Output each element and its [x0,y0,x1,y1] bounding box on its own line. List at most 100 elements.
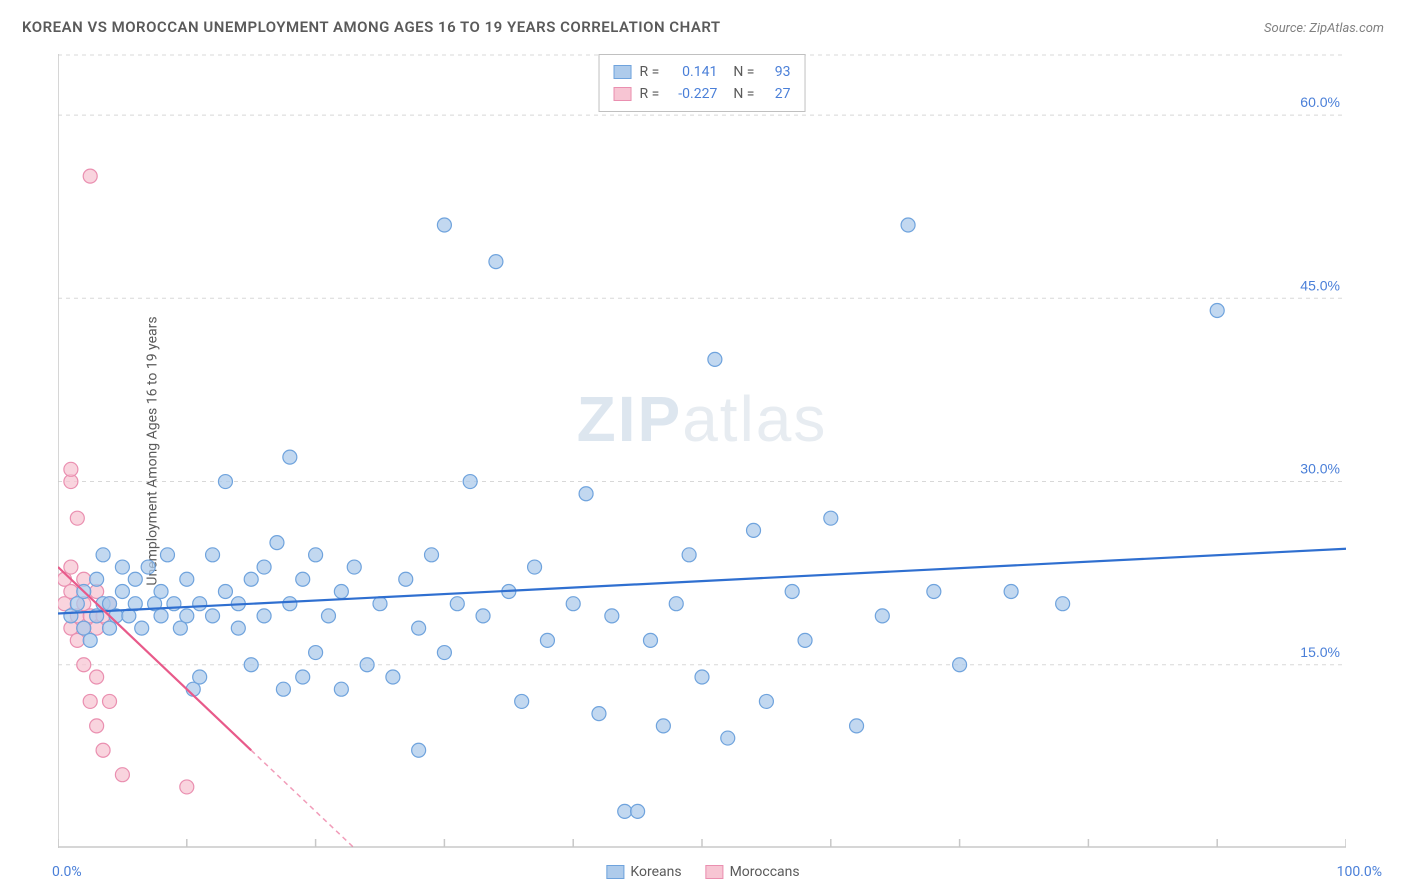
data-point [218,475,232,489]
data-point [64,560,78,574]
data-point [463,475,477,489]
data-point [257,609,271,623]
y-tick-label: 15.0% [1300,644,1340,660]
data-point [90,719,104,733]
data-point [321,609,335,623]
data-point [669,597,683,611]
data-point [347,560,361,574]
y-tick-label: 30.0% [1300,461,1340,477]
data-point [206,548,220,562]
data-point [160,548,174,562]
data-point [141,560,155,574]
scatter-plot: 15.0% 30.0% 45.0% 60.0% [58,54,1346,848]
x-axis-min-label: 0.0% [52,864,82,880]
data-point [437,218,451,232]
data-point [1056,597,1070,611]
data-point [592,707,606,721]
data-point [927,584,941,598]
data-point [115,560,129,574]
data-point [115,768,129,782]
legend-swatch [606,865,624,879]
data-point [218,584,232,598]
data-point [579,487,593,501]
data-point [70,511,84,525]
data-point [90,670,104,684]
y-tick-label: 45.0% [1300,277,1340,293]
data-point [128,572,142,586]
stat-r-label: R = [640,61,660,83]
data-point [296,572,310,586]
data-point [83,633,97,647]
stats-row: R = -0.227 N = 27 [614,83,791,105]
data-point [450,597,464,611]
data-point [566,597,580,611]
legend-item: Koreans [606,864,681,880]
data-point [296,670,310,684]
data-point [656,719,670,733]
data-point [1004,584,1018,598]
data-point [96,743,110,757]
data-point [515,694,529,708]
data-point [77,658,91,672]
data-point [824,511,838,525]
data-point [643,633,657,647]
stats-row: R =0.141N =93 [614,61,791,83]
data-point [425,548,439,562]
data-point [901,218,915,232]
data-point [631,804,645,818]
data-point [180,572,194,586]
y-tick-label: 60.0% [1300,94,1340,110]
data-point [759,694,773,708]
data-point [115,584,129,598]
data-point [850,719,864,733]
data-point [399,572,413,586]
data-point [528,560,542,574]
stat-r-label: R = [640,83,660,105]
data-point [96,548,110,562]
data-point [83,694,97,708]
data-point [953,658,967,672]
data-point [276,682,290,696]
x-axis-max-label: 100.0% [1337,864,1382,880]
legend: Koreans Moroccans [606,864,799,880]
data-point [83,169,97,183]
data-point [180,780,194,794]
data-point [386,670,400,684]
stat-n-label: N = [733,61,754,83]
data-point [489,255,503,269]
data-point [695,670,709,684]
data-point [231,621,245,635]
data-point [154,609,168,623]
data-point [708,352,722,366]
legend-label: Koreans [630,864,681,880]
data-point [605,609,619,623]
data-point [193,670,207,684]
data-point [103,694,117,708]
data-point [90,572,104,586]
legend-label: Moroccans [730,864,800,880]
data-point [135,621,149,635]
data-point [334,584,348,598]
chart-area: Unemployment Among Ages 16 to 19 years 1… [58,54,1346,848]
data-point [412,621,426,635]
data-point [540,633,554,647]
data-point [437,646,451,660]
data-point [270,536,284,550]
data-point [360,658,374,672]
data-point [283,450,297,464]
stat-n-value: 27 [762,83,790,105]
data-point [244,572,258,586]
stat-n-label: N = [733,83,754,105]
data-point [309,548,323,562]
legend-swatch [706,865,724,879]
source-attribution: Source: ZipAtlas.com [1264,21,1384,36]
chart-title: KOREAN VS MOROCCAN UNEMPLOYMENT AMONG AG… [22,18,721,36]
data-point [747,523,761,537]
data-point [244,658,258,672]
series-swatch [614,87,632,101]
data-point [64,462,78,476]
stat-r-value: -0.227 [667,83,717,105]
data-point [476,609,490,623]
data-point [206,609,220,623]
data-point [309,646,323,660]
